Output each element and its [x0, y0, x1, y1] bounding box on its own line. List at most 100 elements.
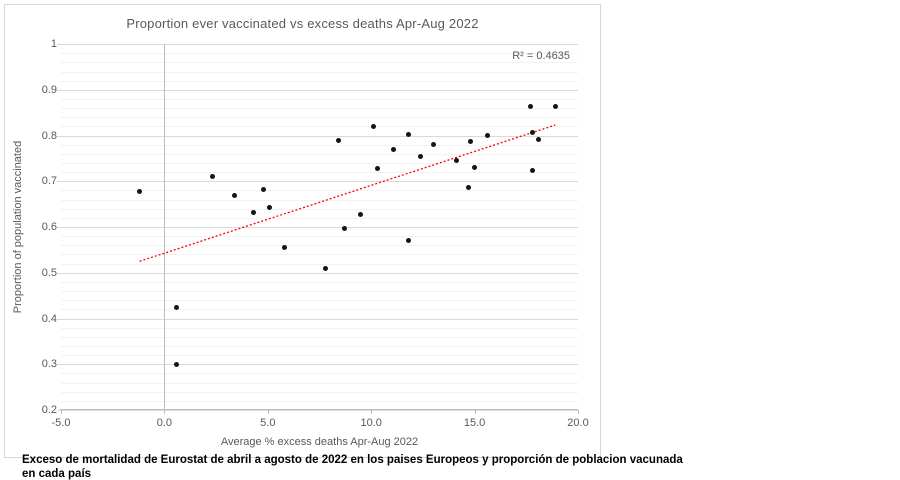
- x-tick-label: 5.0: [260, 417, 276, 429]
- data-point: [484, 133, 490, 138]
- major-gridline: [57, 181, 578, 183]
- minor-gridline: [61, 245, 578, 247]
- data-point: [209, 174, 215, 180]
- x-axis-tick: [61, 410, 62, 414]
- major-gridline: [57, 410, 578, 411]
- minor-gridline: [61, 236, 578, 238]
- data-point: [374, 165, 380, 171]
- data-point: [527, 104, 533, 110]
- caption-line-1: Exceso de mortalidad de Eurostat de abri…: [22, 454, 683, 466]
- major-gridline: [57, 318, 578, 320]
- scatter-chart: Proportion ever vaccinated vs excess dea…: [4, 4, 601, 458]
- x-tick-label: 15.0: [463, 417, 486, 429]
- y-tick-label: 0.2: [41, 404, 57, 416]
- data-point: [536, 136, 542, 142]
- data-point: [405, 132, 411, 138]
- data-point: [418, 154, 424, 159]
- data-point: [453, 158, 459, 164]
- data-point: [250, 210, 256, 216]
- minor-gridline: [61, 309, 578, 311]
- data-point: [323, 265, 329, 271]
- data-point: [232, 192, 238, 198]
- data-point: [472, 165, 478, 170]
- major-gridline: [57, 227, 578, 228]
- data-point: [430, 142, 436, 148]
- minor-gridline: [61, 71, 578, 73]
- data-point: [358, 211, 364, 217]
- y-tick-label: 0.3: [41, 358, 57, 371]
- minor-gridline: [61, 254, 578, 256]
- minor-gridline: [61, 355, 578, 357]
- data-point: [370, 123, 376, 129]
- minor-gridline: [61, 98, 578, 100]
- minor-gridline: [61, 263, 578, 265]
- data-point: [468, 138, 473, 144]
- minor-gridline: [61, 281, 578, 283]
- minor-gridline: [61, 190, 578, 192]
- y-tick-label: 0.7: [41, 175, 57, 188]
- x-axis-tick: [164, 410, 166, 414]
- minor-gridline: [61, 291, 578, 293]
- x-axis-tick: [578, 410, 579, 414]
- major-gridline: [57, 272, 578, 274]
- x-tick-label: 0.0: [156, 417, 173, 429]
- major-gridline: [57, 135, 578, 137]
- minor-gridline: [61, 217, 578, 219]
- figure-caption: Exceso de mortalidad de Eurostat de abri…: [22, 453, 683, 480]
- data-point: [341, 225, 347, 231]
- data-point: [137, 189, 143, 195]
- x-tick-label: 20.0: [567, 417, 589, 429]
- minor-gridline: [61, 144, 578, 146]
- minor-gridline: [61, 53, 578, 55]
- minor-gridline: [61, 300, 578, 302]
- y-axis-title: Proportion of population vaccinated: [12, 140, 24, 314]
- x-axis-tick: [474, 410, 476, 414]
- major-gridline: [57, 44, 578, 45]
- x-tick-label: 10.0: [360, 417, 382, 429]
- x-axis-tick: [267, 410, 269, 414]
- minor-gridline: [61, 373, 578, 375]
- minor-gridline: [61, 336, 578, 338]
- data-point: [335, 137, 341, 143]
- zero-axis-line: [164, 44, 166, 410]
- minor-gridline: [61, 126, 578, 128]
- x-axis-tick: [371, 410, 373, 414]
- chart-title: Proportion ever vaccinated vs excess dea…: [126, 16, 479, 31]
- data-point: [405, 238, 411, 244]
- minor-gridline: [61, 199, 578, 201]
- data-point: [530, 168, 535, 174]
- data-point: [281, 244, 287, 250]
- major-gridline: [57, 89, 578, 91]
- minor-gridline: [61, 153, 578, 155]
- data-point: [267, 204, 273, 210]
- data-point: [174, 361, 180, 367]
- x-axis-line: [60, 409, 578, 410]
- caption-line-2: en cada país: [22, 468, 92, 480]
- x-tick-label: -5.0: [51, 417, 71, 429]
- minor-gridline: [61, 117, 578, 119]
- minor-gridline: [61, 108, 578, 109]
- trendline: [139, 124, 556, 262]
- y-tick-label: 0.8: [41, 129, 57, 142]
- minor-gridline: [61, 80, 578, 82]
- data-point: [174, 304, 180, 310]
- data-point: [465, 185, 471, 191]
- x-axis-title: Average % excess deaths Apr-Aug 2022: [220, 436, 419, 448]
- minor-gridline: [61, 327, 578, 329]
- minor-gridline: [61, 208, 578, 210]
- minor-gridline: [61, 345, 578, 347]
- minor-gridline: [61, 400, 578, 402]
- r-squared-label: R² = 0.4635: [512, 50, 570, 62]
- minor-gridline: [61, 163, 578, 164]
- minor-gridline: [61, 391, 578, 393]
- data-point: [552, 104, 558, 110]
- minor-gridline: [61, 382, 578, 384]
- data-point: [530, 130, 535, 136]
- data-point: [261, 187, 267, 193]
- y-tick-label: 0.4: [41, 312, 57, 325]
- major-gridline: [57, 364, 578, 366]
- y-tick-label: 0.6: [41, 221, 57, 233]
- y-tick-label: 1: [50, 38, 57, 50]
- data-point: [391, 146, 397, 152]
- y-tick-label: 0.9: [41, 83, 57, 96]
